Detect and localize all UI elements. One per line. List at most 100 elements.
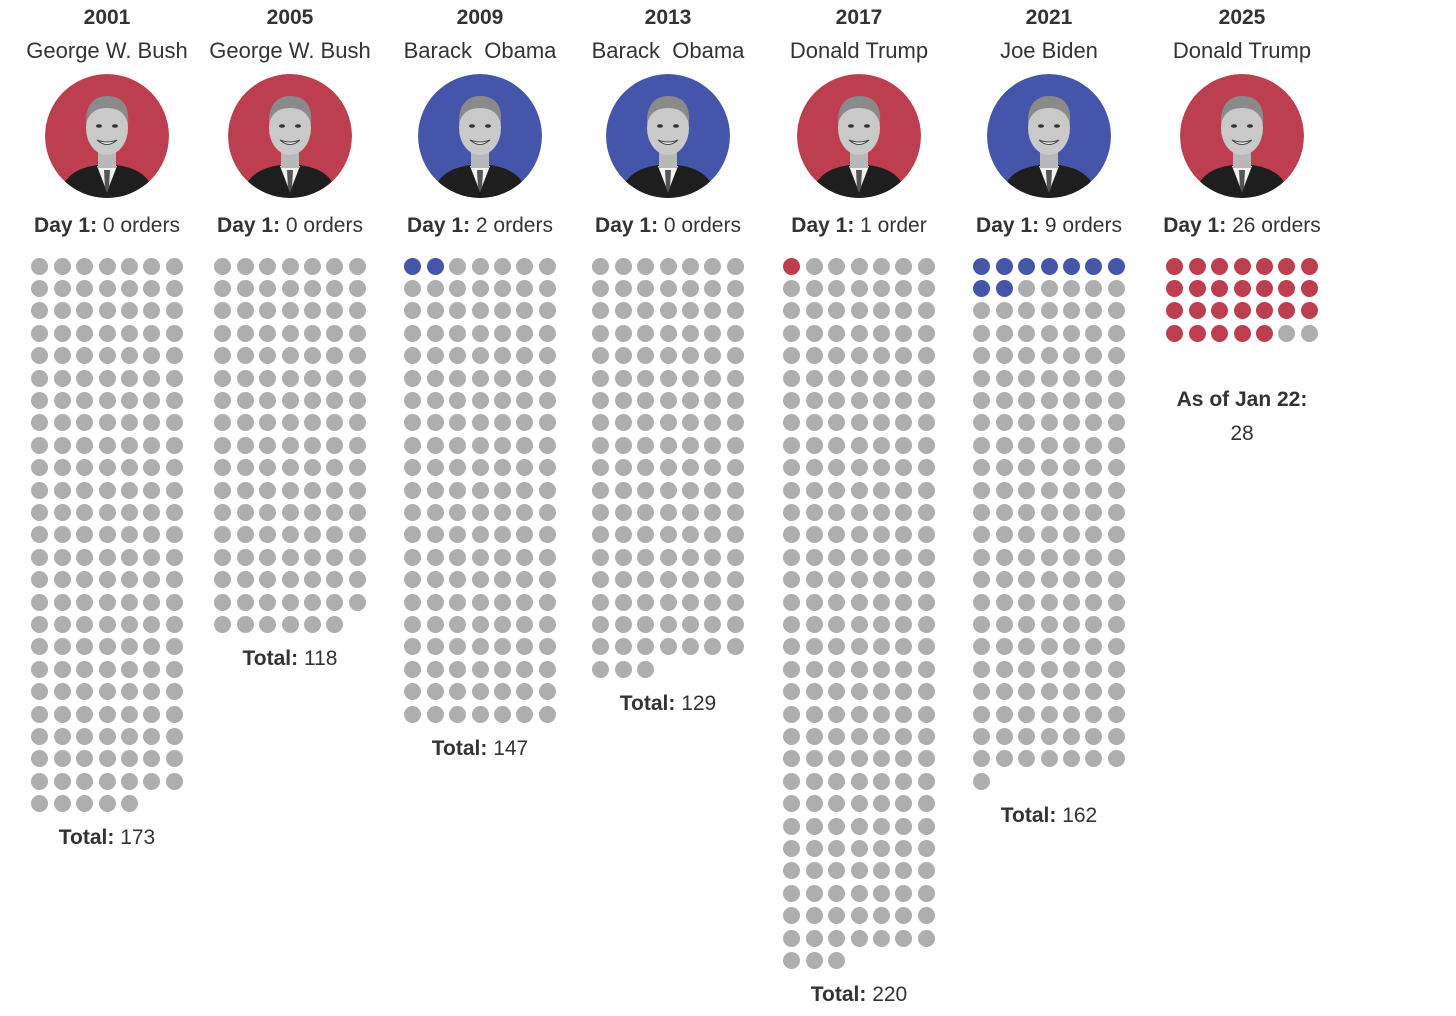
order-dot <box>637 593 655 611</box>
order-dot <box>614 660 632 678</box>
order-dot <box>98 369 116 387</box>
order-dot <box>348 459 366 477</box>
order-dot <box>783 347 801 365</box>
order-dot <box>726 459 744 477</box>
order-dot <box>895 615 913 633</box>
order-dot <box>895 817 913 835</box>
order-dot <box>614 571 632 589</box>
order-dot <box>348 414 366 432</box>
order-dot <box>1040 279 1058 297</box>
order-dot <box>704 481 722 499</box>
order-dot <box>1062 481 1080 499</box>
order-dot <box>426 369 444 387</box>
order-dot <box>1085 727 1103 745</box>
order-dot <box>404 660 422 678</box>
order-dot <box>98 279 116 297</box>
order-dot <box>805 727 823 745</box>
order-dot <box>726 615 744 633</box>
order-dot <box>1040 369 1058 387</box>
order-dot <box>1085 503 1103 521</box>
order-dot <box>895 705 913 723</box>
order-dot <box>681 347 699 365</box>
order-dot <box>637 503 655 521</box>
order-dot <box>783 795 801 813</box>
order-dot <box>973 772 991 790</box>
order-dot <box>449 436 467 454</box>
order-dot <box>259 324 277 342</box>
order-dot <box>143 727 161 745</box>
order-dot <box>404 324 422 342</box>
order-dot <box>493 571 511 589</box>
order-dot <box>828 526 846 544</box>
order-dot <box>973 683 991 701</box>
order-dot <box>704 638 722 656</box>
order-dot <box>995 660 1013 678</box>
order-dot <box>850 772 868 790</box>
order-dot <box>872 347 890 365</box>
order-dot <box>850 795 868 813</box>
order-dot <box>259 302 277 320</box>
president-name: Donald Trump <box>789 38 929 63</box>
order-dot <box>704 503 722 521</box>
order-dot <box>1018 571 1036 589</box>
order-dot <box>1107 593 1125 611</box>
order-dot <box>973 459 991 477</box>
order-dot <box>493 279 511 297</box>
order-dot <box>917 347 935 365</box>
order-dot <box>1062 548 1080 566</box>
order-dot <box>236 481 254 499</box>
order-dot <box>1278 279 1296 297</box>
order-dot <box>850 907 868 925</box>
order-dot <box>783 593 801 611</box>
order-dot <box>516 503 534 521</box>
order-dot <box>53 257 71 275</box>
order-dot <box>426 391 444 409</box>
order-dot <box>214 414 232 432</box>
order-dot <box>214 571 232 589</box>
order-dot <box>165 727 183 745</box>
order-dot <box>895 548 913 566</box>
order-dot <box>281 414 299 432</box>
order-dot <box>973 369 991 387</box>
president-portrait <box>45 74 169 198</box>
order-dot <box>281 503 299 521</box>
order-dot <box>471 571 489 589</box>
order-dot <box>850 884 868 902</box>
order-dot <box>1062 369 1080 387</box>
order-dot <box>850 638 868 656</box>
order-dot <box>165 324 183 342</box>
order-dot <box>828 279 846 297</box>
order-dot <box>236 414 254 432</box>
order-dot <box>31 795 49 813</box>
order-dot <box>236 257 254 275</box>
order-dot <box>76 705 94 723</box>
order-dot <box>895 638 913 656</box>
order-dot <box>828 929 846 947</box>
total-value: 173 <box>114 826 156 850</box>
order-dot <box>973 436 991 454</box>
order-dot <box>516 257 534 275</box>
order-dot <box>681 503 699 521</box>
order-dot <box>404 481 422 499</box>
order-dot <box>828 727 846 745</box>
order-dot <box>76 279 94 297</box>
order-dot <box>236 503 254 521</box>
order-dot <box>493 414 511 432</box>
order-dot <box>681 459 699 477</box>
order-dot <box>471 638 489 656</box>
order-dot <box>783 257 801 275</box>
order-dot <box>872 772 890 790</box>
order-dot <box>805 705 823 723</box>
order-dot <box>995 459 1013 477</box>
order-dot <box>917 772 935 790</box>
order-dot <box>659 481 677 499</box>
order-dot <box>516 391 534 409</box>
order-dot <box>850 257 868 275</box>
order-dot <box>659 324 677 342</box>
order-dot <box>592 593 610 611</box>
order-dot <box>1040 750 1058 768</box>
order-dot <box>1040 302 1058 320</box>
order-dot <box>783 660 801 678</box>
order-dot <box>281 324 299 342</box>
order-dot <box>850 436 868 454</box>
